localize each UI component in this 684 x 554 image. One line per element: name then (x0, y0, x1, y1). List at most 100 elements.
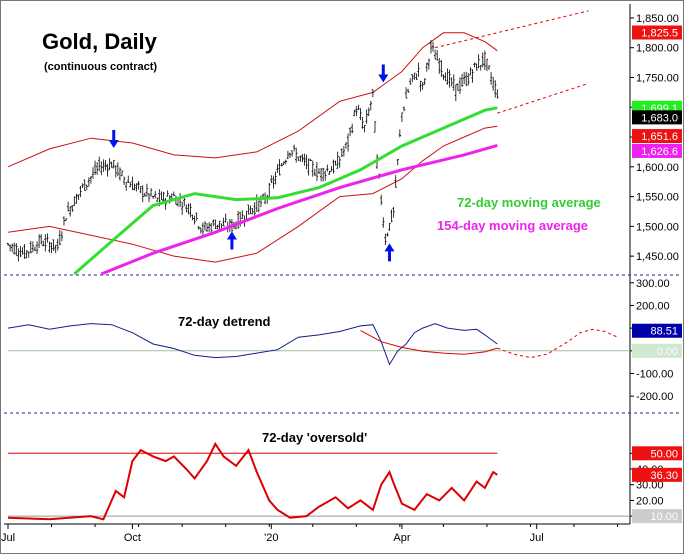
ohlc-bar (253, 201, 256, 218)
ohlc-bar (108, 158, 111, 170)
ohlc-bar (83, 179, 86, 191)
oversold-y-tick-label: 30.00 (636, 480, 664, 492)
ohlc-bar (35, 241, 39, 255)
ohlc-bar (348, 127, 352, 137)
ohlc-bar (415, 73, 418, 80)
ohlc-bar (81, 183, 84, 188)
ohlc-bar (336, 151, 339, 169)
ohlc-bar (93, 160, 97, 176)
ohlc-bar (13, 242, 16, 255)
ohlc-bar (384, 233, 387, 245)
value-tag-bg (632, 509, 682, 524)
ohlc-bar (483, 50, 487, 71)
ohlc-bar (73, 196, 76, 207)
ohlc-bar (338, 156, 341, 168)
ohlc-bar (77, 194, 80, 200)
ohlc-bar (141, 185, 144, 203)
ohlc-bar (172, 191, 176, 196)
ohlc-bar (52, 239, 55, 251)
ohlc-bar (324, 170, 327, 181)
ohlc-bar (454, 84, 458, 102)
ohlc-bar (42, 240, 45, 247)
oversold-y-tick-label: 20.00 (636, 495, 664, 507)
ohlc-bar (299, 155, 302, 162)
ohlc-bar (224, 213, 227, 223)
ohlc-bar (417, 62, 420, 77)
ohlc-bar (419, 80, 422, 92)
oversold-series-line (7, 441, 498, 521)
ohlc-bar (294, 147, 298, 163)
value-tag-text: 50.00 (650, 448, 678, 460)
ohlc-bar (452, 74, 455, 91)
ohlc-bar (371, 89, 375, 98)
ohlc-bar (127, 175, 130, 183)
ohlc-bar (280, 162, 283, 167)
ohlc-bar (58, 229, 62, 246)
ohlc-bar (249, 205, 252, 215)
ohlc-bar (189, 203, 192, 218)
ohlc-bar (489, 72, 493, 85)
price-value-tag: 1,651.6 (632, 129, 682, 144)
ohlc-bar (218, 220, 221, 230)
ohlc-bar (448, 69, 451, 88)
ohlc-bar (214, 219, 217, 229)
ohlc-bar (64, 218, 68, 221)
ohlc-bar (79, 185, 82, 198)
ohlc-bar (87, 177, 91, 187)
ohlc-bar (390, 209, 393, 223)
ohlc-bar (473, 62, 476, 68)
value-tag-bg (632, 323, 682, 338)
ohlc-bar (388, 222, 391, 231)
ohlc-bar (85, 184, 88, 191)
ohlc-bar (402, 106, 406, 112)
detrend-y-tick-label: 300.00 (636, 278, 670, 290)
ohlc-bar (222, 217, 225, 227)
ohlc-bar (133, 183, 136, 191)
ohlc-bar (114, 165, 118, 178)
ohlc-bar (309, 158, 312, 161)
ohlc-bar (284, 159, 288, 165)
value-tag-text: 1,626.6 (641, 146, 678, 158)
ohlc-bar (396, 159, 399, 166)
ohlc-bar (209, 222, 213, 232)
x-tick-label: Oct (124, 532, 141, 544)
ohlc-bar (180, 201, 184, 215)
arrow-up-icon (384, 243, 395, 262)
ohlc-bar (340, 148, 344, 157)
price-chart-title: Gold, Daily (42, 29, 158, 54)
ohlc-bar (392, 206, 395, 218)
ohlc-bar (278, 159, 281, 176)
ohlc-bar (406, 88, 410, 93)
value-tag-bg (632, 110, 682, 125)
value-tag-text: 1,683.0 (641, 112, 678, 124)
ohlc-bar (261, 193, 265, 197)
ohlc-bar (326, 164, 329, 172)
ohlc-bar (21, 247, 24, 255)
ohlc-bar (147, 193, 151, 203)
oversold-panel-title: 72-day 'oversold' (262, 430, 367, 445)
ohlc-bar (467, 73, 470, 86)
ohlc-bar (166, 190, 169, 197)
price-y-tick-label: 1,850.00 (636, 13, 679, 25)
detrend-series-2-line (360, 329, 498, 355)
ohlc-bar (307, 158, 310, 176)
ohlc-bar (71, 204, 74, 212)
ohlc-bar (315, 161, 319, 182)
ohlc-bar (187, 203, 190, 215)
ohlc-bar (367, 107, 370, 116)
ohlc-bar (56, 238, 59, 251)
ohlc-bar (272, 175, 275, 189)
value-tag-text: 1,825.5 (641, 28, 678, 40)
x-tick-label: Jul (530, 532, 544, 544)
ohlc-bar (425, 62, 429, 72)
value-tag-bg (632, 343, 682, 358)
ohlc-bar (303, 153, 306, 166)
ohlc-bar (355, 106, 358, 117)
ohlc-bar (361, 117, 364, 129)
ohlc-bar (164, 197, 167, 210)
ohlc-bar (411, 74, 414, 83)
ohlc-bar (386, 232, 389, 237)
ohlc-bar (154, 191, 157, 199)
ohlc-bar (494, 80, 497, 98)
ohlc-bar (276, 164, 279, 174)
